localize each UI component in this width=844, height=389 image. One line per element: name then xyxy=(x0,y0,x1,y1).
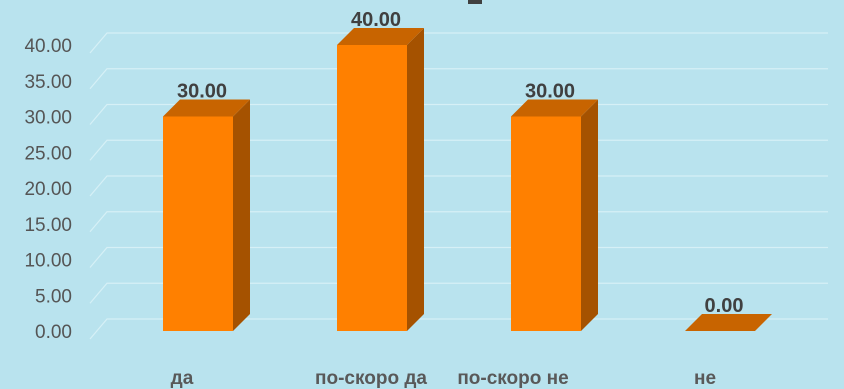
data-label: 30.00 xyxy=(525,81,575,103)
x-axis-category-labels: да по-скоро да по-скоро не не xyxy=(171,368,716,389)
data-label: 40.00 xyxy=(351,9,401,31)
bar-front-face xyxy=(337,45,407,331)
data-label: 30.00 xyxy=(177,81,227,103)
y-axis-tick-labels: 0.00 5.00 10.00 15.00 20.00 25.00 30.00 35.00 40… xyxy=(24,36,72,343)
bars xyxy=(163,28,772,331)
y-tick-label: 15.00 xyxy=(24,215,72,236)
x-category-label: по-скоро не xyxy=(457,368,568,389)
bar-top-face xyxy=(685,314,772,331)
bar-side-face xyxy=(233,99,250,331)
y-tick-label: 5.00 xyxy=(35,286,72,307)
bar-side-face xyxy=(581,99,598,331)
y-tick-label: 40.00 xyxy=(24,36,72,57)
x-category-label: по-скоро да xyxy=(315,368,427,389)
y-tick-label: 30.00 xyxy=(24,108,72,129)
bar xyxy=(163,99,250,331)
bar-top-face xyxy=(163,99,250,117)
y-tick-label: 20.00 xyxy=(24,179,72,200)
gridline xyxy=(89,68,828,90)
y-tick-label: 35.00 xyxy=(24,72,72,93)
bar xyxy=(337,28,424,331)
bar-top-face xyxy=(337,28,424,45)
data-label: 0.00 xyxy=(705,295,744,317)
data-labels: 30.00 40.00 30.00 0.00 xyxy=(177,9,744,317)
bar-top-face xyxy=(511,99,598,117)
x-category-label: да xyxy=(171,368,194,389)
y-tick-label: 0.00 xyxy=(35,322,72,343)
bar xyxy=(511,99,598,331)
title-fragment xyxy=(468,0,482,4)
gridline xyxy=(89,32,828,54)
y-tick-label: 10.00 xyxy=(24,251,72,272)
bar xyxy=(685,314,772,331)
bar-front-face xyxy=(511,116,581,331)
bar-front-face xyxy=(163,116,233,331)
gridlines xyxy=(89,32,828,340)
bar-side-face xyxy=(407,28,424,331)
y-tick-label: 25.00 xyxy=(24,143,72,164)
x-category-label: не xyxy=(694,368,716,389)
